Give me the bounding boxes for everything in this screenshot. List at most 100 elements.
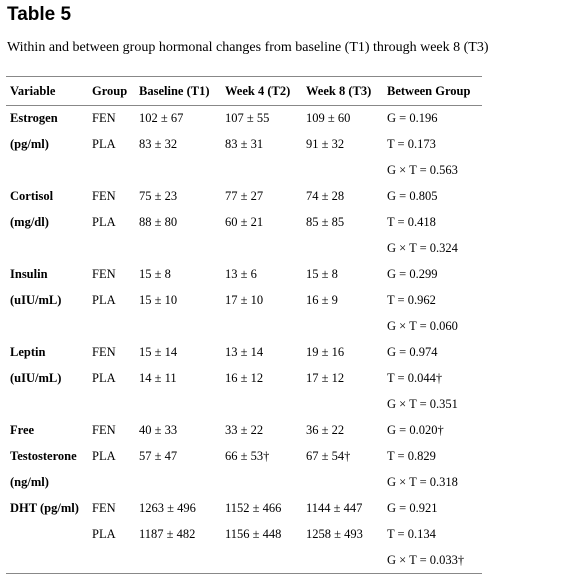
cell-week8: 17 ± 12 (306, 371, 345, 385)
cell-week8: 15 ± 8 (306, 267, 338, 281)
table-row: G × T = 0.563 (6, 158, 482, 184)
cell-variable: Estrogen (10, 111, 58, 126)
cell-group: FEN (92, 267, 116, 281)
header-baseline: Baseline (T1) (135, 76, 221, 106)
cell-week8: 67 ± 54† (306, 449, 351, 463)
cell-group (88, 470, 135, 496)
cell-week4: 1152 ± 466 (225, 501, 282, 515)
cell-between-group: T = 0.044† (387, 371, 443, 385)
table-row: (ng/ml) G × T = 0.318 (6, 470, 482, 496)
table-row: PLA 1187 ± 482 1156 ± 448 1258 ± 493 T = 0.1… (6, 522, 482, 548)
cell-between-group: G × T = 0.033† (383, 547, 482, 574)
table-caption: Within and between group hormonal change… (7, 40, 489, 55)
table-row: Cortisol FEN 75 ± 23 77 ± 27 74 ± 28 G = 0.80… (6, 184, 482, 210)
cell-group: FEN (92, 111, 116, 126)
cell-group: FEN (92, 501, 116, 515)
table-row: G × T = 0.060 (6, 314, 482, 340)
hormonal-changes-table: Variable Group Baseline (T1) Week 4 (T2)… (6, 76, 482, 574)
cell-baseline (135, 236, 221, 262)
cell-group (88, 236, 135, 262)
cell-variable: Testosterone (10, 449, 77, 463)
cell-group: FEN (92, 189, 116, 203)
cell-between-group: G = 0.299 (387, 267, 438, 281)
cell-week4: 13 ± 14 (225, 345, 264, 359)
cell-week8 (302, 314, 383, 340)
table-title: Table 5 (7, 4, 72, 25)
cell-between-group: T = 0.173 (387, 137, 436, 151)
cell-variable (6, 522, 88, 548)
cell-variable (6, 158, 88, 184)
cell-week4: 17 ± 10 (225, 293, 264, 307)
cell-week8: 1258 ± 493 (306, 527, 363, 541)
cell-between-group: T = 0.418 (387, 215, 436, 229)
table-row: (pg/ml) PLA 83 ± 32 83 ± 31 91 ± 32 T = 0.173 (6, 132, 482, 158)
cell-between-group: T = 0.134 (387, 527, 436, 541)
table-body: Estrogen FEN 102 ± 67 107 ± 55 109 ± 60 G = 0… (6, 106, 482, 574)
cell-between-group: G = 0.921 (387, 501, 438, 515)
table-row: Free FEN 40 ± 33 33 ± 22 36 ± 22 G = 0.020† (6, 418, 482, 444)
header-row: Variable Group Baseline (T1) Week 4 (T2)… (6, 76, 482, 106)
header-between-group: Between Group (383, 76, 482, 106)
cell-between-group: T = 0.962 (387, 293, 436, 307)
cell-week8: 91 ± 32 (306, 137, 345, 151)
cell-week8: 1144 ± 447 (306, 501, 363, 515)
cell-week8 (302, 392, 383, 418)
cell-week8 (302, 470, 383, 496)
header-week8: Week 8 (T3) (302, 76, 383, 106)
cell-between-group: G × T = 0.060 (387, 319, 458, 333)
cell-week8: 16 ± 9 (306, 293, 338, 307)
cell-baseline: 57 ± 47 (139, 449, 178, 463)
table-row: Leptin FEN 15 ± 14 13 ± 14 19 ± 16 G = 0.974 (6, 340, 482, 366)
cell-baseline (135, 314, 221, 340)
cell-variable: Leptin (10, 345, 46, 359)
cell-week4 (221, 470, 302, 496)
cell-between-group: T = 0.829 (387, 449, 436, 463)
cell-baseline: 15 ± 10 (139, 293, 178, 307)
cell-group (88, 158, 135, 184)
cell-week4: 16 ± 12 (225, 371, 264, 385)
table-row: DHT (pg/ml) FEN 1263 ± 496 1152 ± 466 1144 ±… (6, 496, 482, 522)
cell-week8: 19 ± 16 (306, 345, 345, 359)
cell-week4: 60 ± 21 (225, 215, 264, 229)
cell-week4: 83 ± 31 (225, 137, 264, 151)
table-row: (uIU/mL) PLA 14 ± 11 16 ± 12 17 ± 12 T = 0.04… (6, 366, 482, 392)
cell-week4: 66 ± 53† (225, 449, 270, 463)
cell-week8 (302, 158, 383, 184)
cell-variable: Insulin (10, 267, 48, 281)
cell-variable: (mg/dl) (10, 215, 49, 229)
cell-week4 (221, 314, 302, 340)
cell-variable (6, 314, 88, 340)
table-row: Estrogen FEN 102 ± 67 107 ± 55 109 ± 60 G = 0… (6, 106, 482, 132)
cell-variable: (uIU/mL) (10, 293, 62, 307)
cell-baseline: 83 ± 32 (139, 137, 178, 151)
cell-variable: Free (10, 423, 35, 437)
table-row: (mg/dl) PLA 88 ± 80 60 ± 21 85 ± 85 T = 0.418 (6, 210, 482, 236)
cell-week4: 13 ± 6 (225, 267, 257, 281)
cell-baseline: 102 ± 67 (139, 111, 184, 126)
cell-week4: 107 ± 55 (225, 111, 270, 126)
cell-baseline (135, 470, 221, 496)
cell-baseline: 1263 ± 496 (139, 501, 196, 515)
header-group: Group (88, 76, 135, 106)
table-row: (uIU/mL) PLA 15 ± 10 17 ± 10 16 ± 9 T = 0.962 (6, 288, 482, 314)
cell-group: PLA (92, 215, 116, 229)
cell-between-group: G = 0.805 (387, 189, 438, 203)
cell-week4 (221, 158, 302, 184)
cell-group: FEN (92, 345, 116, 359)
cell-variable: DHT (pg/ml) (10, 501, 79, 515)
cell-week4 (221, 392, 302, 418)
cell-baseline: 15 ± 14 (139, 345, 178, 359)
cell-week4: 33 ± 22 (225, 423, 264, 437)
cell-between-group: G × T = 0.324 (387, 241, 458, 255)
header-variable: Variable (6, 76, 88, 106)
cell-group: PLA (92, 527, 116, 541)
cell-group (88, 314, 135, 340)
table-row: G × T = 0.033† (6, 547, 482, 574)
cell-variable (6, 392, 88, 418)
cell-between-group: G = 0.020† (387, 423, 444, 437)
cell-group (88, 547, 135, 574)
cell-group: PLA (92, 137, 116, 151)
cell-baseline: 88 ± 80 (139, 215, 178, 229)
cell-between-group: G × T = 0.563 (387, 163, 458, 177)
cell-variable: Cortisol (10, 189, 54, 203)
